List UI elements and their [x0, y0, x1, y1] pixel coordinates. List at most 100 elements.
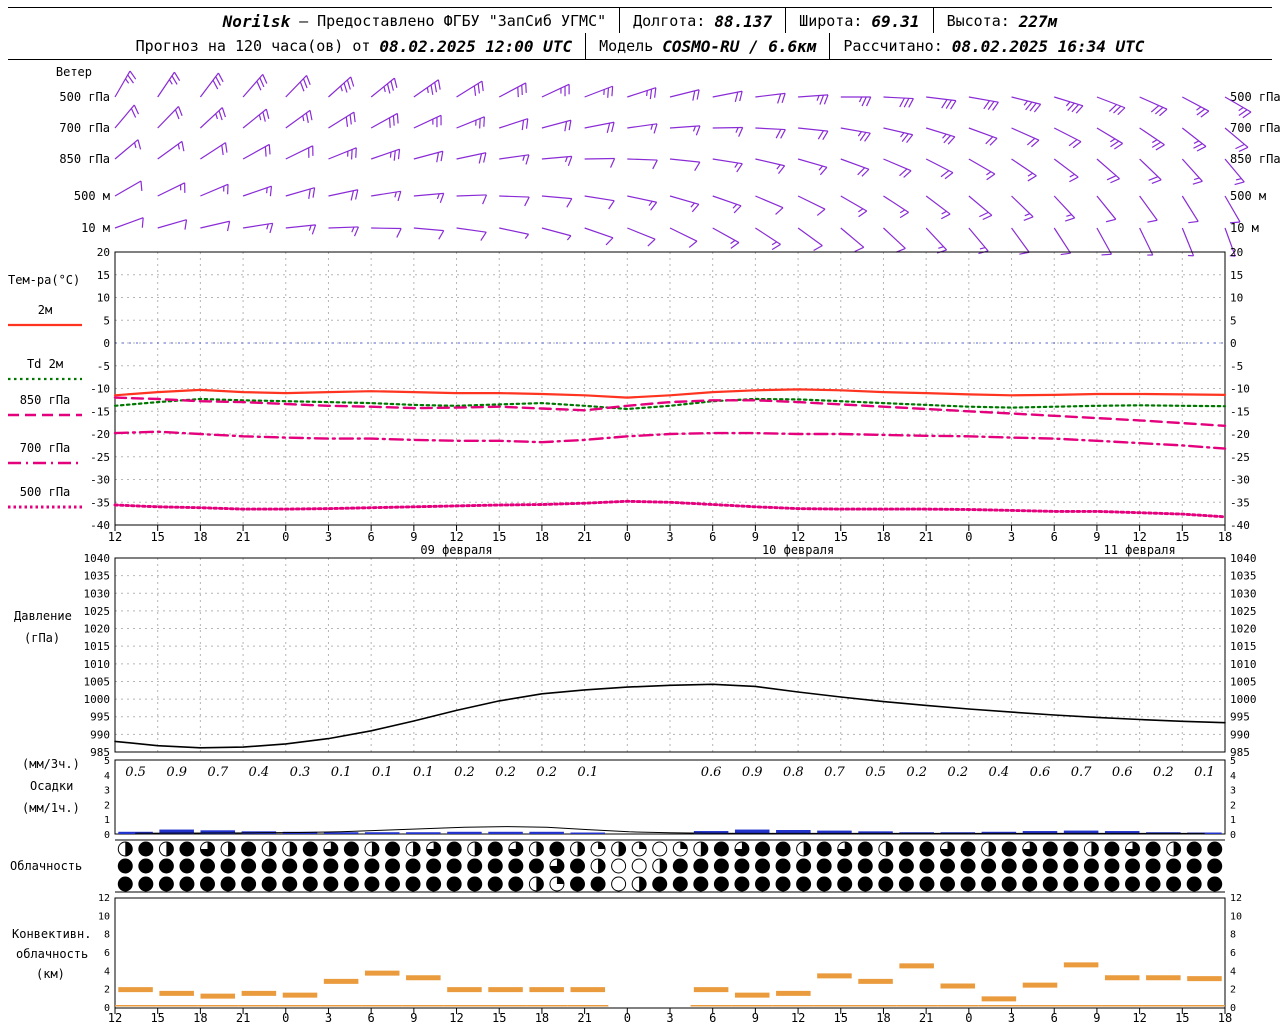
svg-text:9: 9: [1093, 1011, 1100, 1024]
svg-text:6: 6: [1051, 1011, 1058, 1024]
svg-text:0.9: 0.9: [166, 765, 187, 780]
svg-text:5: 5: [1230, 756, 1236, 767]
svg-text:Давление: Давление: [14, 609, 72, 623]
svg-text:20: 20: [1230, 246, 1243, 259]
svg-text:15: 15: [492, 530, 506, 544]
svg-text:-40: -40: [90, 519, 110, 532]
svg-text:1035: 1035: [1230, 570, 1257, 583]
svg-text:6: 6: [1051, 530, 1058, 544]
svg-text:15: 15: [834, 530, 848, 544]
svg-text:15: 15: [150, 530, 164, 544]
svg-text:12: 12: [449, 1011, 463, 1024]
svg-text:6: 6: [368, 1011, 375, 1024]
svg-text:2: 2: [104, 800, 110, 811]
svg-text:850 гПа: 850 гПа: [20, 393, 71, 407]
svg-text:21: 21: [919, 1011, 933, 1024]
svg-text:2м: 2м: [38, 303, 52, 317]
svg-text:(мм/1ч.): (мм/1ч.): [22, 801, 80, 815]
latitude-value: 69.31: [871, 11, 920, 31]
svg-text:0: 0: [965, 1011, 972, 1024]
svg-text:0.2: 0.2: [906, 765, 927, 780]
svg-text:3: 3: [666, 530, 673, 544]
svg-text:500 м: 500 м: [74, 189, 110, 203]
svg-text:4: 4: [104, 966, 110, 977]
svg-text:0: 0: [104, 830, 110, 841]
svg-text:1015: 1015: [84, 640, 111, 653]
svg-text:15: 15: [150, 1011, 164, 1024]
svg-text:8: 8: [1230, 930, 1236, 941]
svg-text:18: 18: [876, 530, 890, 544]
svg-text:(мм/3ч.): (мм/3ч.): [22, 757, 80, 771]
svg-text:2: 2: [104, 985, 110, 996]
svg-text:0.6: 0.6: [1112, 765, 1133, 780]
svg-text:700 гПа: 700 гПа: [20, 441, 71, 455]
svg-text:12: 12: [1230, 893, 1242, 904]
svg-text:10 м: 10 м: [1230, 221, 1259, 235]
svg-text:15: 15: [97, 269, 110, 282]
svg-text:5: 5: [1230, 314, 1237, 327]
svg-text:0.7: 0.7: [207, 765, 228, 780]
run-time: 08.02.2025 12:00 UTC: [379, 36, 573, 56]
latitude-label: Широта:: [799, 12, 863, 30]
svg-text:-25: -25: [90, 451, 110, 464]
svg-text:3: 3: [666, 1011, 673, 1024]
svg-text:11 февраля: 11 февраля: [1103, 543, 1175, 557]
svg-text:3: 3: [325, 530, 332, 544]
svg-text:9: 9: [752, 1011, 759, 1024]
svg-text:0: 0: [103, 337, 110, 350]
svg-text:9: 9: [410, 530, 417, 544]
svg-text:3: 3: [1230, 786, 1236, 797]
svg-text:-35: -35: [1230, 496, 1250, 509]
svg-text:-5: -5: [1230, 360, 1243, 373]
svg-text:2: 2: [1230, 800, 1236, 811]
altitude-label: Высота:: [946, 12, 1010, 30]
svg-text:1000: 1000: [84, 693, 111, 706]
svg-text:0.1: 0.1: [577, 765, 598, 780]
svg-text:0: 0: [282, 530, 289, 544]
svg-text:1000: 1000: [1230, 693, 1257, 706]
station-name: Norilsk: [222, 11, 291, 31]
svg-text:0.7: 0.7: [824, 765, 845, 780]
svg-text:990: 990: [90, 728, 110, 741]
svg-text:1005: 1005: [84, 675, 111, 688]
svg-text:3: 3: [1008, 530, 1015, 544]
svg-text:0.7: 0.7: [1071, 765, 1092, 780]
svg-text:21: 21: [236, 1011, 250, 1024]
title-bar: Norilsk — Предоставлено ФГБУ "ЗапСиб УГМ…: [8, 7, 1272, 35]
svg-text:10: 10: [97, 292, 110, 305]
svg-text:500 гПа: 500 гПа: [1230, 90, 1280, 104]
svg-text:12: 12: [108, 1011, 122, 1024]
svg-text:0.1: 0.1: [331, 765, 352, 780]
svg-text:(км): (км): [36, 967, 65, 981]
svg-text:0.1: 0.1: [372, 765, 393, 780]
svg-text:10: 10: [1230, 911, 1242, 922]
svg-text:0: 0: [1230, 1003, 1236, 1014]
svg-text:21: 21: [577, 530, 591, 544]
svg-text:0.6: 0.6: [1030, 765, 1051, 780]
svg-text:0.1: 0.1: [413, 765, 434, 780]
svg-text:700 гПа: 700 гПа: [1230, 121, 1280, 135]
calc-time: 08.02.2025 16:34 UTC: [951, 36, 1145, 56]
time-axis-mid: 12 15 18 21 0 3 6 9 12 15 18 21 0 3 6 9 12 15 18 21 0 3 6 9 12 15…: [108, 525, 1232, 557]
svg-text:18: 18: [1218, 1011, 1232, 1024]
svg-text:-40: -40: [1230, 519, 1250, 532]
svg-text:-25: -25: [1230, 451, 1250, 464]
temperature-legend: Тем-ра(°C) 2м Td 2м 850 гПа 700 гПа 500 гПа: [8, 273, 82, 509]
svg-text:-30: -30: [1230, 474, 1250, 487]
svg-text:0.6: 0.6: [701, 765, 722, 780]
svg-text:0.4: 0.4: [249, 765, 270, 780]
svg-text:21: 21: [577, 1011, 591, 1024]
svg-text:1010: 1010: [84, 658, 111, 671]
svg-text:5: 5: [103, 314, 110, 327]
svg-text:990: 990: [1230, 728, 1250, 741]
svg-text:15: 15: [1175, 530, 1189, 544]
svg-text:12: 12: [1132, 1011, 1146, 1024]
svg-text:12: 12: [791, 1011, 805, 1024]
svg-text:0.2: 0.2: [495, 765, 516, 780]
divider: [829, 33, 831, 59]
svg-text:0: 0: [1230, 830, 1236, 841]
svg-text:0: 0: [965, 530, 972, 544]
svg-text:Тем-ра(°C): Тем-ра(°C): [8, 273, 80, 287]
